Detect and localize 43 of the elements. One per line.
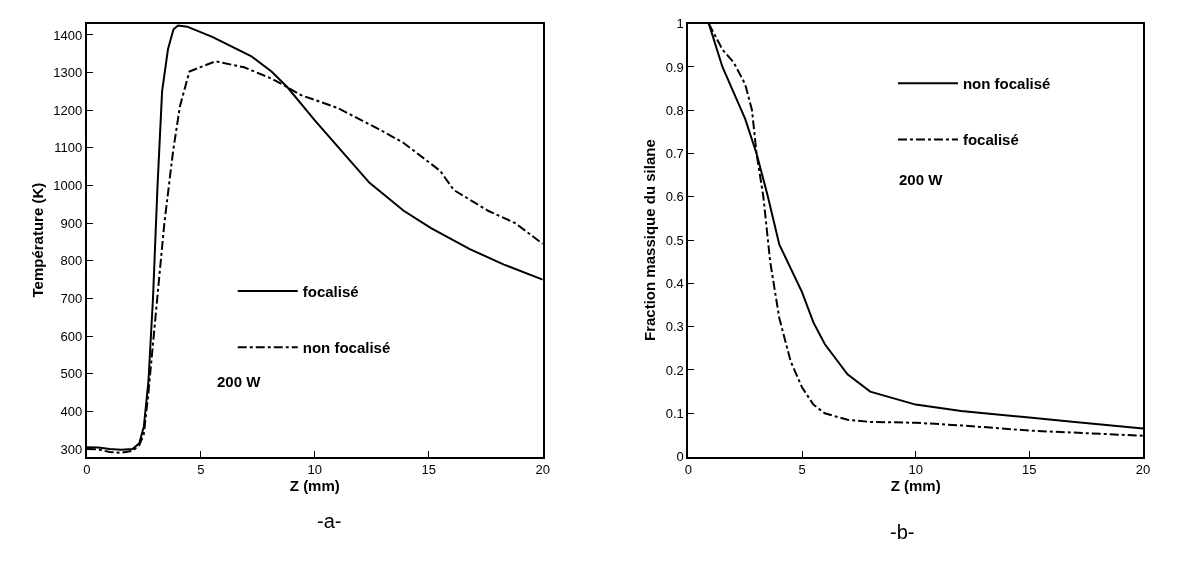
text: -a- xyxy=(317,510,342,532)
y-tick-label: 0.1 xyxy=(665,405,684,421)
y-tick-label: 900 xyxy=(60,215,83,231)
y-tick-label: 700 xyxy=(60,291,83,306)
y-tick-label: 300 xyxy=(60,441,83,457)
y-tick-label: 1200 xyxy=(53,102,83,118)
y-tick-label: 1100 xyxy=(54,140,83,156)
y-tick-label: 600 xyxy=(60,328,83,344)
y-tick-label: 0.8 xyxy=(665,102,684,118)
y-axis-title: Température (K) xyxy=(29,182,47,298)
text: -b- xyxy=(890,521,915,543)
y-tick-label: 0.5 xyxy=(665,232,684,248)
x-axis-title: Z (mm) xyxy=(890,477,941,495)
x-tick-label: 20 xyxy=(535,462,550,478)
y-tick-label: 0.6 xyxy=(665,189,684,205)
y-tick-label: 500 xyxy=(60,366,83,382)
legend-label: non focalisé xyxy=(302,339,391,357)
x-tick-label: 15 xyxy=(1022,462,1037,478)
y-tick-label: 0.4 xyxy=(665,275,684,291)
annotation: 200 W xyxy=(217,373,262,390)
x-axis-title: Z (mm) xyxy=(289,477,340,495)
y-tick-label: 800 xyxy=(60,253,83,269)
x-tick-label: 20 xyxy=(1135,462,1151,478)
y-tick-label: 1 xyxy=(676,16,684,32)
y-tick-label: 0.2 xyxy=(665,362,684,378)
legend-label: non focalisé xyxy=(962,75,1051,93)
y-tick-label: 1400 xyxy=(53,27,83,43)
x-tick-label: 5 xyxy=(798,462,806,478)
annotation: 200 W xyxy=(899,171,944,188)
y-tick-label: 0.7 xyxy=(665,146,684,162)
y-axis-title: Fraction massique du silane xyxy=(641,139,659,341)
y-tick-label: 1000 xyxy=(53,178,83,194)
y-tick-label: 0.9 xyxy=(665,59,684,75)
x-tick-label: 15 xyxy=(421,462,436,478)
y-tick-label: 0 xyxy=(676,449,684,465)
y-tick-label: 0.3 xyxy=(665,319,684,335)
x-tick-label: 5 xyxy=(197,462,205,478)
x-tick-label: 10 xyxy=(307,462,323,478)
legend-label: focalisé xyxy=(962,131,1019,149)
legend-label: focalisé xyxy=(302,282,359,300)
y-tick-label: 1300 xyxy=(53,65,83,81)
x-tick-label: 10 xyxy=(908,462,923,478)
y-tick-label: 400 xyxy=(60,403,83,419)
